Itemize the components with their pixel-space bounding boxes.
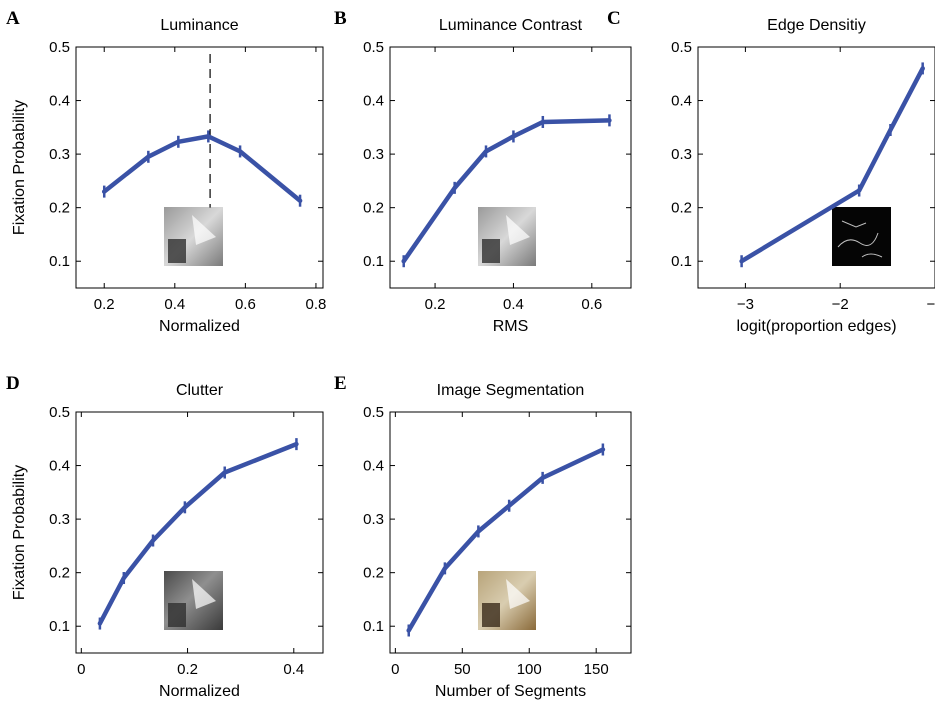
y-tick-label: 0.3 — [49, 146, 70, 163]
y-tick-label: 0.1 — [671, 253, 692, 270]
x-tick-label: 0 — [391, 661, 399, 678]
blurred-clutter-thumbnail — [164, 571, 223, 630]
x-tick-label: 150 — [584, 661, 609, 678]
y-tick-label: 0.1 — [49, 253, 70, 270]
x-tick-label: 50 — [454, 661, 471, 678]
x-axis-label: Number of Segments — [435, 683, 586, 700]
x-tick-label: 100 — [517, 661, 542, 678]
y-tick-label: 0.4 — [363, 93, 384, 110]
y-tick-label: 0.1 — [363, 253, 384, 270]
x-tick-label: 0.6 — [235, 296, 256, 313]
x-tick-label: 0.2 — [177, 661, 198, 678]
y-tick-label: 0.2 — [363, 200, 384, 217]
y-axis-label: Fixation Probability — [11, 465, 28, 600]
panel-title: Luminance — [160, 17, 238, 34]
panel-letter: E — [334, 373, 347, 394]
y-tick-label: 0.3 — [671, 146, 692, 163]
axes-frame — [389, 411, 632, 654]
y-tick-label: 0.2 — [49, 565, 70, 582]
x-tick-label: −2 — [832, 296, 849, 313]
segmented-color-thumbnail — [478, 571, 536, 630]
panel-letter: D — [6, 373, 20, 394]
x-axis-label: Normalized — [159, 683, 240, 700]
axes-frame — [75, 411, 324, 654]
x-tick-label: 0.2 — [94, 296, 115, 313]
y-tick-label: 0.2 — [49, 200, 70, 217]
panel-title: Luminance Contrast — [439, 17, 583, 34]
panel-title: Image Segmentation — [437, 382, 585, 399]
y-tick-label: 0.4 — [49, 93, 70, 110]
contrast-scene-thumbnail — [478, 207, 536, 266]
y-tick-label: 0.2 — [671, 200, 692, 217]
y-tick-label: 0.5 — [363, 404, 384, 421]
panel-letter: A — [6, 8, 20, 29]
panel-c: 0.1 0.2 0.3 0.4 0.5 −3 −2 −1 Edge Densitiy logit(… — [607, 8, 935, 335]
y-tick-label: 0.3 — [363, 146, 384, 163]
y-axis-label: Fixation Probability — [11, 100, 28, 235]
panel-d: 0.1 0.2 0.3 0.4 0.5 0 0.2 0.4 Clutter Normalized F… — [6, 373, 324, 700]
grayscale-scene-thumbnail — [164, 207, 223, 266]
axes-frame — [389, 46, 632, 289]
y-tick-label: 0.4 — [363, 458, 384, 475]
series-line — [739, 66, 925, 264]
panel-letter: B — [334, 8, 347, 29]
series-line — [101, 134, 303, 203]
panel-title: Edge Densitiy — [767, 17, 866, 34]
y-tick-label: 0.4 — [671, 93, 692, 110]
y-tick-label: 0.2 — [363, 565, 384, 582]
y-tick-label: 0.5 — [363, 39, 384, 56]
edge-map-thumbnail — [832, 207, 891, 266]
y-tick-label: 0.5 — [49, 404, 70, 421]
y-tick-label: 0.4 — [49, 458, 70, 475]
x-tick-label: 0.4 — [164, 296, 185, 313]
series-line — [97, 441, 299, 626]
x-axis-label: Normalized — [159, 318, 240, 335]
y-tick-label: 0.1 — [49, 618, 70, 635]
x-tick-label: −1 — [926, 296, 935, 313]
x-tick-label: 0.6 — [581, 296, 602, 313]
x-tick-label: −3 — [737, 296, 754, 313]
x-tick-label: 0.4 — [503, 296, 524, 313]
panel-e: 0.1 0.2 0.3 0.4 0.5 0 50 100 150 Image Segmentati… — [334, 373, 632, 700]
y-tick-label: 0.3 — [49, 511, 70, 528]
x-tick-label: 0.4 — [283, 661, 304, 678]
y-tick-label: 0.5 — [49, 39, 70, 56]
panel-b: 0.1 0.2 0.3 0.4 0.5 0.2 0.4 0.6 Luminance Contra… — [334, 8, 632, 335]
axes-frame — [75, 46, 324, 289]
panel-a: 0.1 0.2 0.3 0.4 0.5 0.2 0.4 0.6 0.8 Luminance Norm… — [6, 8, 326, 335]
y-tick-label: 0.3 — [363, 511, 384, 528]
x-tick-label: 0 — [77, 661, 85, 678]
axes-frame — [697, 46, 935, 289]
panel-title: Clutter — [176, 382, 224, 399]
series-line — [401, 118, 612, 264]
x-tick-label: 0.8 — [306, 296, 327, 313]
series-line — [406, 447, 606, 633]
x-tick-label: 0.2 — [425, 296, 446, 313]
x-axis-label: logit(proportion edges) — [736, 318, 896, 335]
x-axis-label: RMS — [493, 318, 529, 335]
y-tick-label: 0.5 — [671, 39, 692, 56]
y-tick-label: 0.1 — [363, 618, 384, 635]
panel-letter: C — [607, 8, 621, 29]
